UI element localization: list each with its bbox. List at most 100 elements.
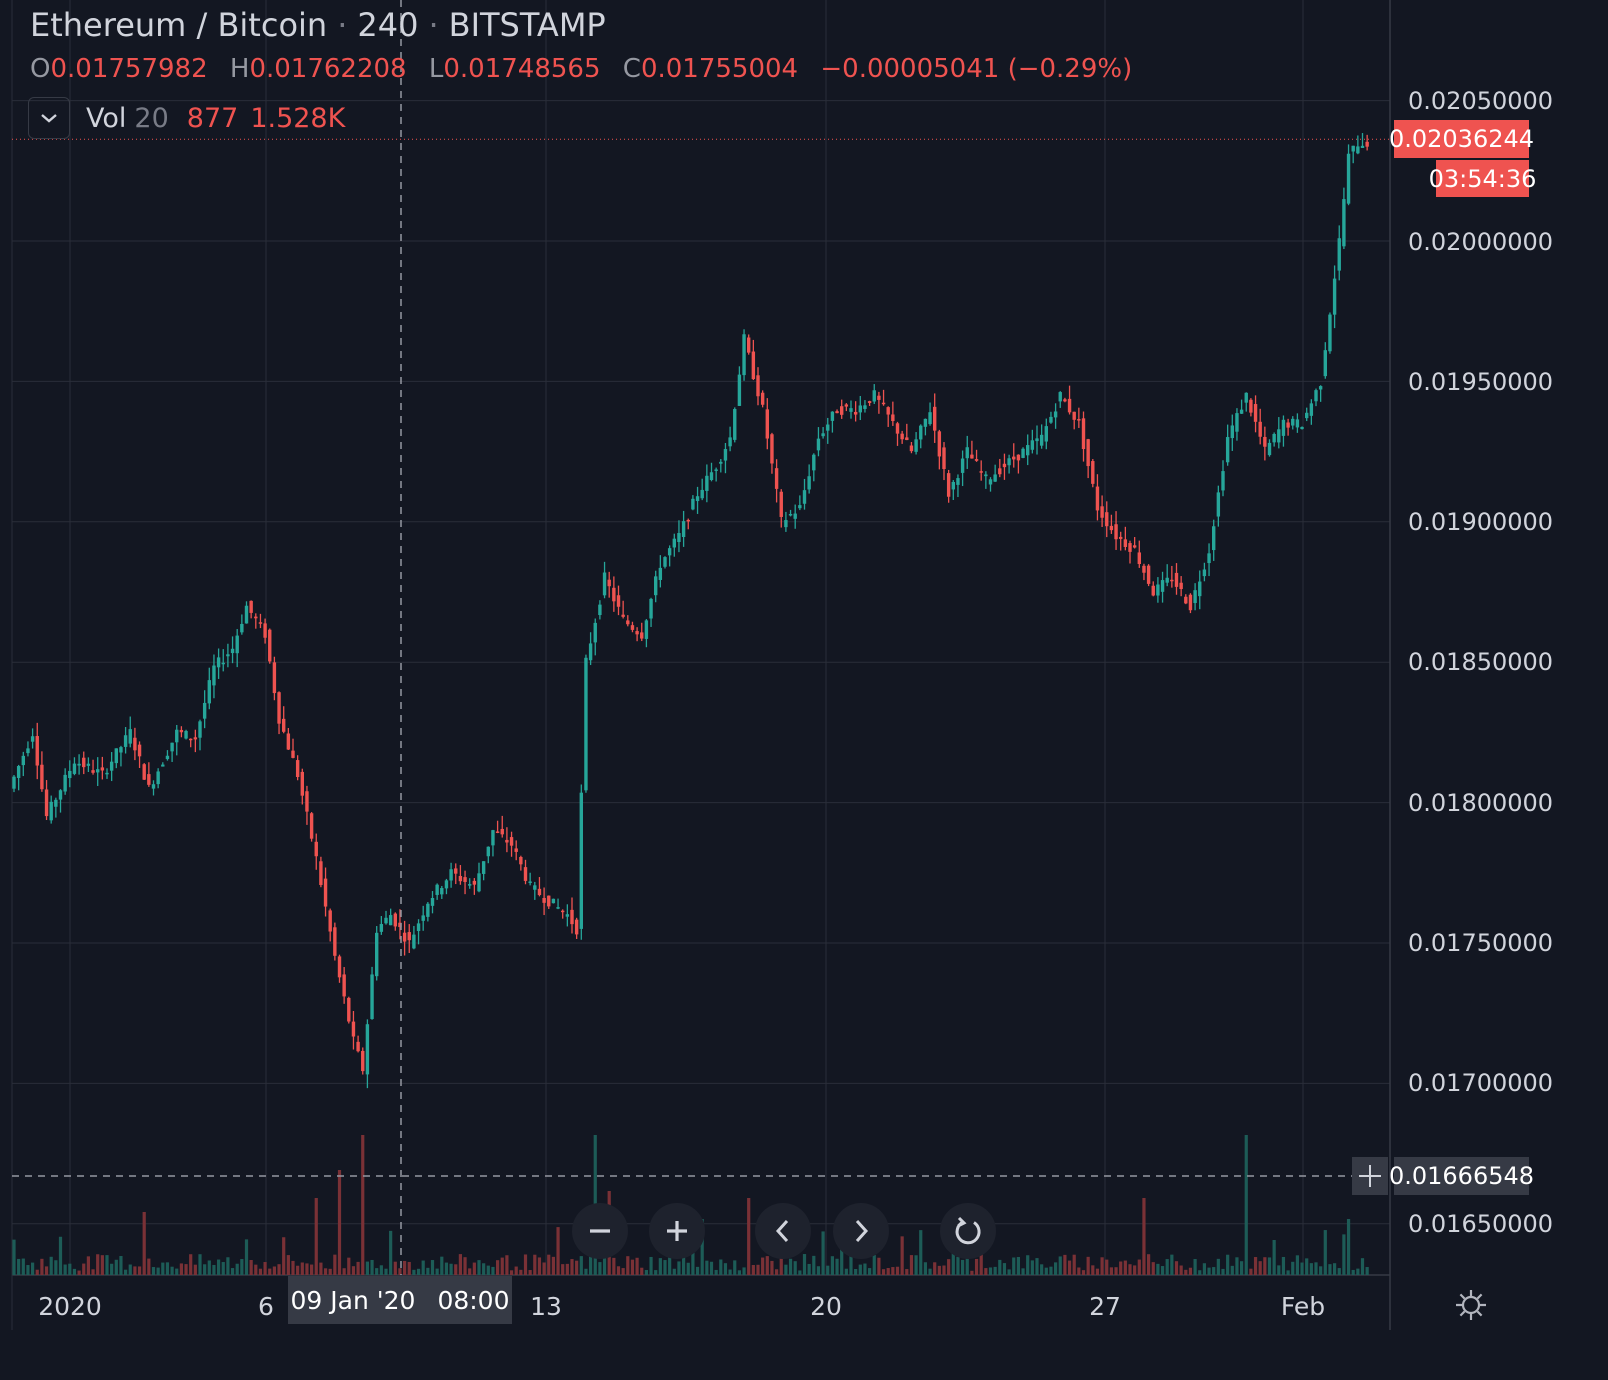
candle-body [1314, 390, 1318, 402]
scroll-right-button[interactable] [833, 1203, 889, 1259]
volume-bar [91, 1269, 95, 1275]
volume-bar [923, 1262, 927, 1275]
legend-collapse-button[interactable] [28, 97, 70, 139]
volume-value: 877 [186, 102, 239, 134]
candle-body [1249, 399, 1253, 413]
candle-body [988, 479, 993, 485]
candle-body [509, 837, 514, 846]
volume-bar [1346, 1219, 1351, 1275]
candle-body [998, 468, 1002, 475]
candle-body [1100, 506, 1104, 518]
candle-body [681, 521, 686, 538]
zoom-out-button[interactable] [572, 1203, 628, 1259]
candle-body [1295, 419, 1300, 428]
volume-bar [602, 1258, 607, 1275]
volume-bar [272, 1266, 276, 1275]
scroll-left-button[interactable] [755, 1203, 811, 1259]
candle-body [407, 932, 411, 941]
volume-bar [226, 1257, 230, 1275]
candle-body [858, 405, 862, 413]
candle-body [649, 598, 653, 619]
candle-body [444, 880, 449, 889]
volume-bar [1295, 1255, 1299, 1275]
candle-body [1188, 594, 1193, 611]
candle-body [240, 623, 244, 633]
candle-body [1044, 426, 1048, 442]
candle-body [105, 772, 109, 775]
candle-body [1184, 596, 1188, 604]
volume-bar [193, 1264, 197, 1275]
candle-body [1012, 456, 1016, 460]
candle-body [802, 490, 807, 504]
candle-body [226, 654, 230, 657]
candle-body [91, 770, 95, 773]
candle-body [872, 390, 876, 402]
candle-body [156, 771, 160, 785]
add-alert-button[interactable] [1352, 1157, 1388, 1195]
candle-body [1095, 486, 1100, 511]
volume-bar [877, 1257, 881, 1275]
candle-body [993, 474, 997, 482]
candle-body [12, 776, 16, 789]
candle-body [1081, 418, 1086, 450]
candle-body [1142, 565, 1146, 573]
volume-bar [505, 1255, 509, 1275]
candle-body [965, 447, 969, 459]
volume-bar [323, 1268, 328, 1275]
candle-body [561, 910, 565, 913]
candle-body [426, 903, 430, 917]
volume-bar [1184, 1269, 1188, 1275]
candle-body [658, 567, 663, 580]
volume-bar [454, 1264, 458, 1275]
candle-body [519, 856, 523, 865]
volume-bar [1012, 1257, 1016, 1275]
volume-bar [1160, 1266, 1165, 1275]
candle-body [82, 757, 86, 768]
volume-bar [551, 1256, 555, 1275]
candle-body [1365, 141, 1369, 147]
candle-body [193, 737, 198, 740]
candle-body [16, 766, 21, 778]
volume-bar [970, 1270, 974, 1275]
candle-body [472, 880, 477, 885]
candle-body [1114, 524, 1118, 540]
volume-bar [240, 1259, 244, 1275]
volume-bar [477, 1260, 481, 1275]
candle-body [607, 579, 611, 587]
volume-bar [468, 1268, 472, 1275]
volume-bar [1272, 1240, 1276, 1275]
volume-bar [17, 1258, 21, 1275]
volume-bar [523, 1254, 528, 1275]
candle-body [928, 412, 932, 425]
volume-bar [398, 1268, 402, 1275]
candle-body [1165, 577, 1169, 583]
price-axis-label: 0.01900000 [1408, 508, 1554, 536]
volume-bar [496, 1260, 500, 1275]
candle-body [137, 744, 142, 757]
volume-bar [933, 1262, 937, 1275]
volume-bar [584, 1268, 588, 1275]
volume-bar [1063, 1254, 1067, 1275]
volume-bar [212, 1264, 216, 1275]
volume-bar [12, 1239, 16, 1275]
reset-chart-button[interactable] [940, 1203, 996, 1259]
candle-body [361, 1050, 365, 1072]
candle-body [863, 405, 867, 409]
zoom-in-button[interactable] [649, 1203, 705, 1259]
volume-bar [844, 1268, 848, 1275]
volume-bar [86, 1256, 90, 1275]
chart-settings-button[interactable] [1454, 1288, 1488, 1322]
volume-bar [1142, 1198, 1146, 1275]
candle-body [1132, 545, 1137, 548]
volume-bar [863, 1263, 867, 1275]
candle-body [295, 760, 300, 778]
volume-bar [1021, 1268, 1025, 1275]
volume-bar [314, 1198, 318, 1275]
candle-body [286, 733, 291, 750]
open-key: O [30, 54, 51, 84]
candle-body [277, 692, 281, 724]
volume-bar [189, 1254, 193, 1275]
candle-body [1007, 458, 1011, 466]
high-value: 0.01762208 [249, 54, 407, 84]
